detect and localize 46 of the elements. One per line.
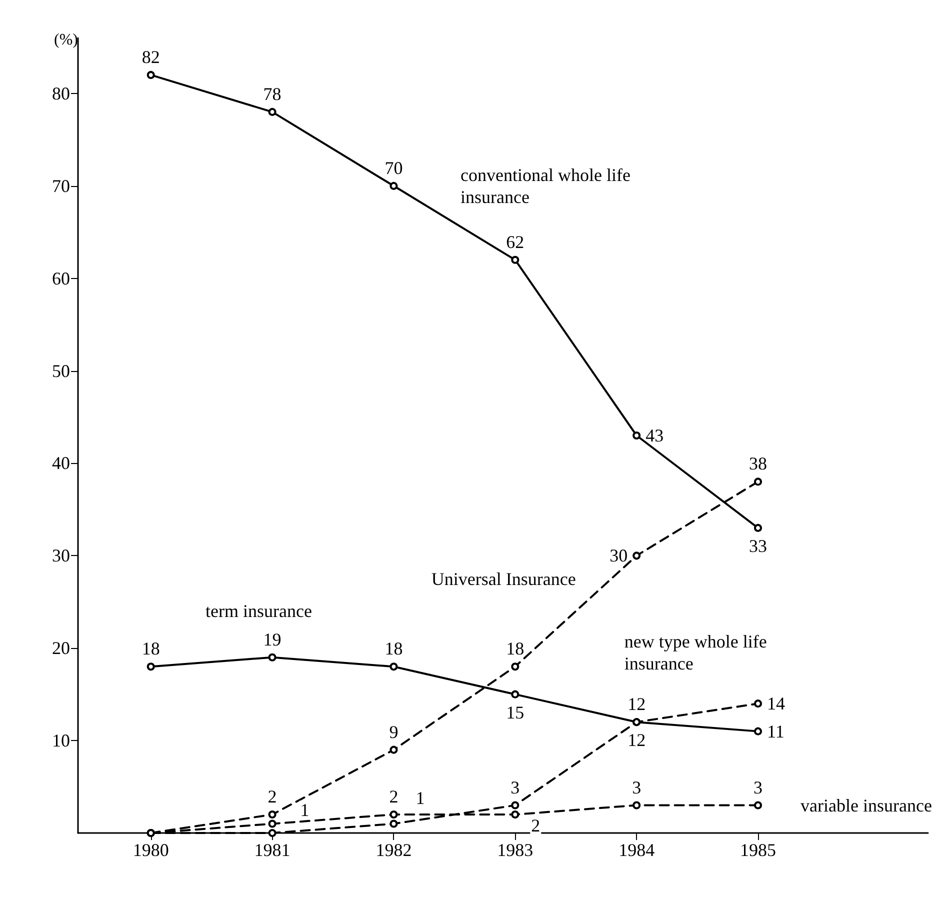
text: term insurance <box>206 601 312 622</box>
data-label: 18 <box>384 638 403 659</box>
y-tick-label: 40 <box>52 453 70 474</box>
y-tick-label: 20 <box>52 638 70 658</box>
data-label: 11 <box>767 721 784 742</box>
y-tick-label: 50 <box>52 360 70 381</box>
data-label: 62 <box>506 232 524 252</box>
y-axis-title: (%) <box>54 32 78 48</box>
series-label: new type whole life insurance <box>624 632 772 674</box>
data-label: 78 <box>263 84 282 104</box>
data-label: 30 <box>610 546 628 566</box>
y-tick-label: 10 <box>52 730 70 751</box>
data-label: 14 <box>767 694 785 714</box>
y-tick-label: 60 <box>52 268 70 288</box>
y-tick-label: 30 <box>52 546 70 566</box>
y-tick-label: 80 <box>52 83 70 104</box>
data-label: 33 <box>749 536 767 556</box>
y-tick-label: 70 <box>52 176 70 196</box>
data-label: 2 <box>531 816 540 836</box>
series-label: conventional whole life insurance <box>460 164 635 207</box>
x-tick-label: 1981 <box>254 840 290 860</box>
data-label: 43 <box>646 426 664 446</box>
data-label: 3 <box>754 777 762 798</box>
data-label: 19 <box>263 629 282 650</box>
data-label: 2 <box>389 786 398 807</box>
data-label: 38 <box>749 454 767 474</box>
data-label: 3 <box>632 777 642 798</box>
data-label: 15 <box>506 702 524 722</box>
data-label: 2 <box>268 786 277 807</box>
data-label: 1 <box>416 788 425 808</box>
x-tick-label: 1982 <box>376 840 412 860</box>
x-tick-label: 1980 <box>132 840 169 860</box>
data-label: 12 <box>628 694 646 714</box>
data-label: 82 <box>142 46 160 67</box>
x-tick-label: 1984 <box>618 840 655 860</box>
data-label: 70 <box>384 158 403 178</box>
data-label: 3 <box>510 777 520 798</box>
x-tick-label: 1983 <box>497 840 534 860</box>
data-label: 1 <box>300 800 310 820</box>
text: variable insurance <box>800 795 932 816</box>
series-label: Universal Insurance <box>431 568 576 589</box>
data-label: 18 <box>506 638 524 659</box>
x-tick-label: 1985 <box>740 840 776 860</box>
data-label: 18 <box>142 638 160 659</box>
data-label: 12 <box>628 730 646 750</box>
data-label: 9 <box>389 722 398 742</box>
